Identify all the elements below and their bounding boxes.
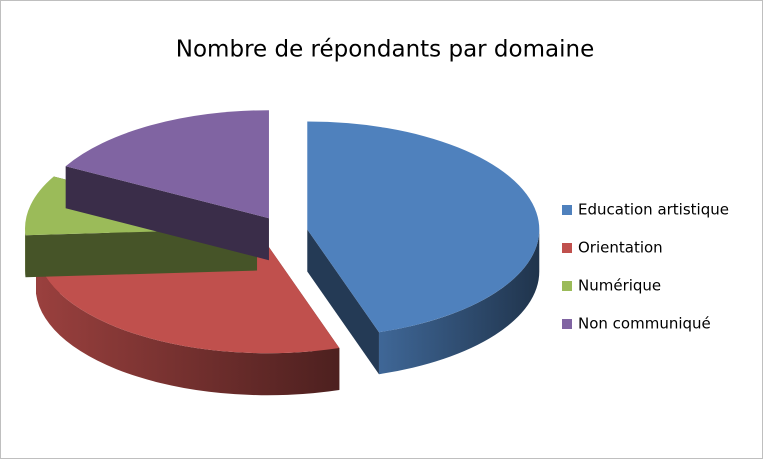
pie-slice [65,110,269,261]
legend-label: Education artistique [578,201,729,219]
legend-swatch [562,319,572,329]
slice-top [65,110,269,219]
slice-edge-wall [307,229,379,375]
chart-title: Nombre de répondants par domaine [176,37,594,63]
slice-edge-wall [65,166,269,261]
legend-label: Non communiqué [578,315,711,333]
legend-swatch [562,243,572,253]
pie-slice [307,121,540,375]
legend-label: Orientation [578,239,663,257]
legend-swatch [562,281,572,291]
legend-label: Numérique [578,277,661,295]
slice-outer-wall [378,229,540,375]
slice-top [307,121,540,333]
slice-outer-wall [36,252,340,396]
legend-swatch [562,205,572,215]
